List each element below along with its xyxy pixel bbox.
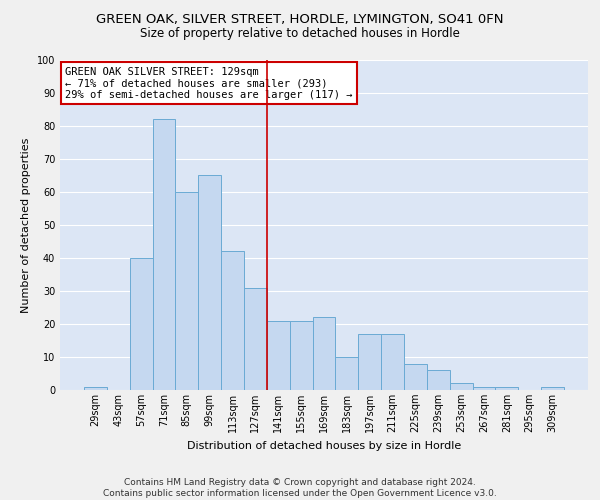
Bar — [427, 370, 450, 390]
Bar — [267, 320, 290, 390]
Bar — [404, 364, 427, 390]
Y-axis label: Number of detached properties: Number of detached properties — [21, 138, 31, 312]
Bar — [541, 386, 564, 390]
Bar — [450, 384, 473, 390]
Text: Contains HM Land Registry data © Crown copyright and database right 2024.
Contai: Contains HM Land Registry data © Crown c… — [103, 478, 497, 498]
Bar — [175, 192, 198, 390]
Bar — [473, 386, 496, 390]
Bar — [84, 386, 107, 390]
X-axis label: Distribution of detached houses by size in Hordle: Distribution of detached houses by size … — [187, 440, 461, 450]
Bar — [152, 120, 175, 390]
Text: Size of property relative to detached houses in Hordle: Size of property relative to detached ho… — [140, 28, 460, 40]
Bar — [244, 288, 267, 390]
Bar — [221, 252, 244, 390]
Bar — [381, 334, 404, 390]
Bar — [313, 318, 335, 390]
Text: GREEN OAK SILVER STREET: 129sqm
← 71% of detached houses are smaller (293)
29% o: GREEN OAK SILVER STREET: 129sqm ← 71% of… — [65, 66, 353, 100]
Bar — [496, 386, 518, 390]
Bar — [198, 176, 221, 390]
Text: GREEN OAK, SILVER STREET, HORDLE, LYMINGTON, SO41 0FN: GREEN OAK, SILVER STREET, HORDLE, LYMING… — [96, 12, 504, 26]
Bar — [358, 334, 381, 390]
Bar — [130, 258, 152, 390]
Bar — [335, 357, 358, 390]
Bar — [290, 320, 313, 390]
